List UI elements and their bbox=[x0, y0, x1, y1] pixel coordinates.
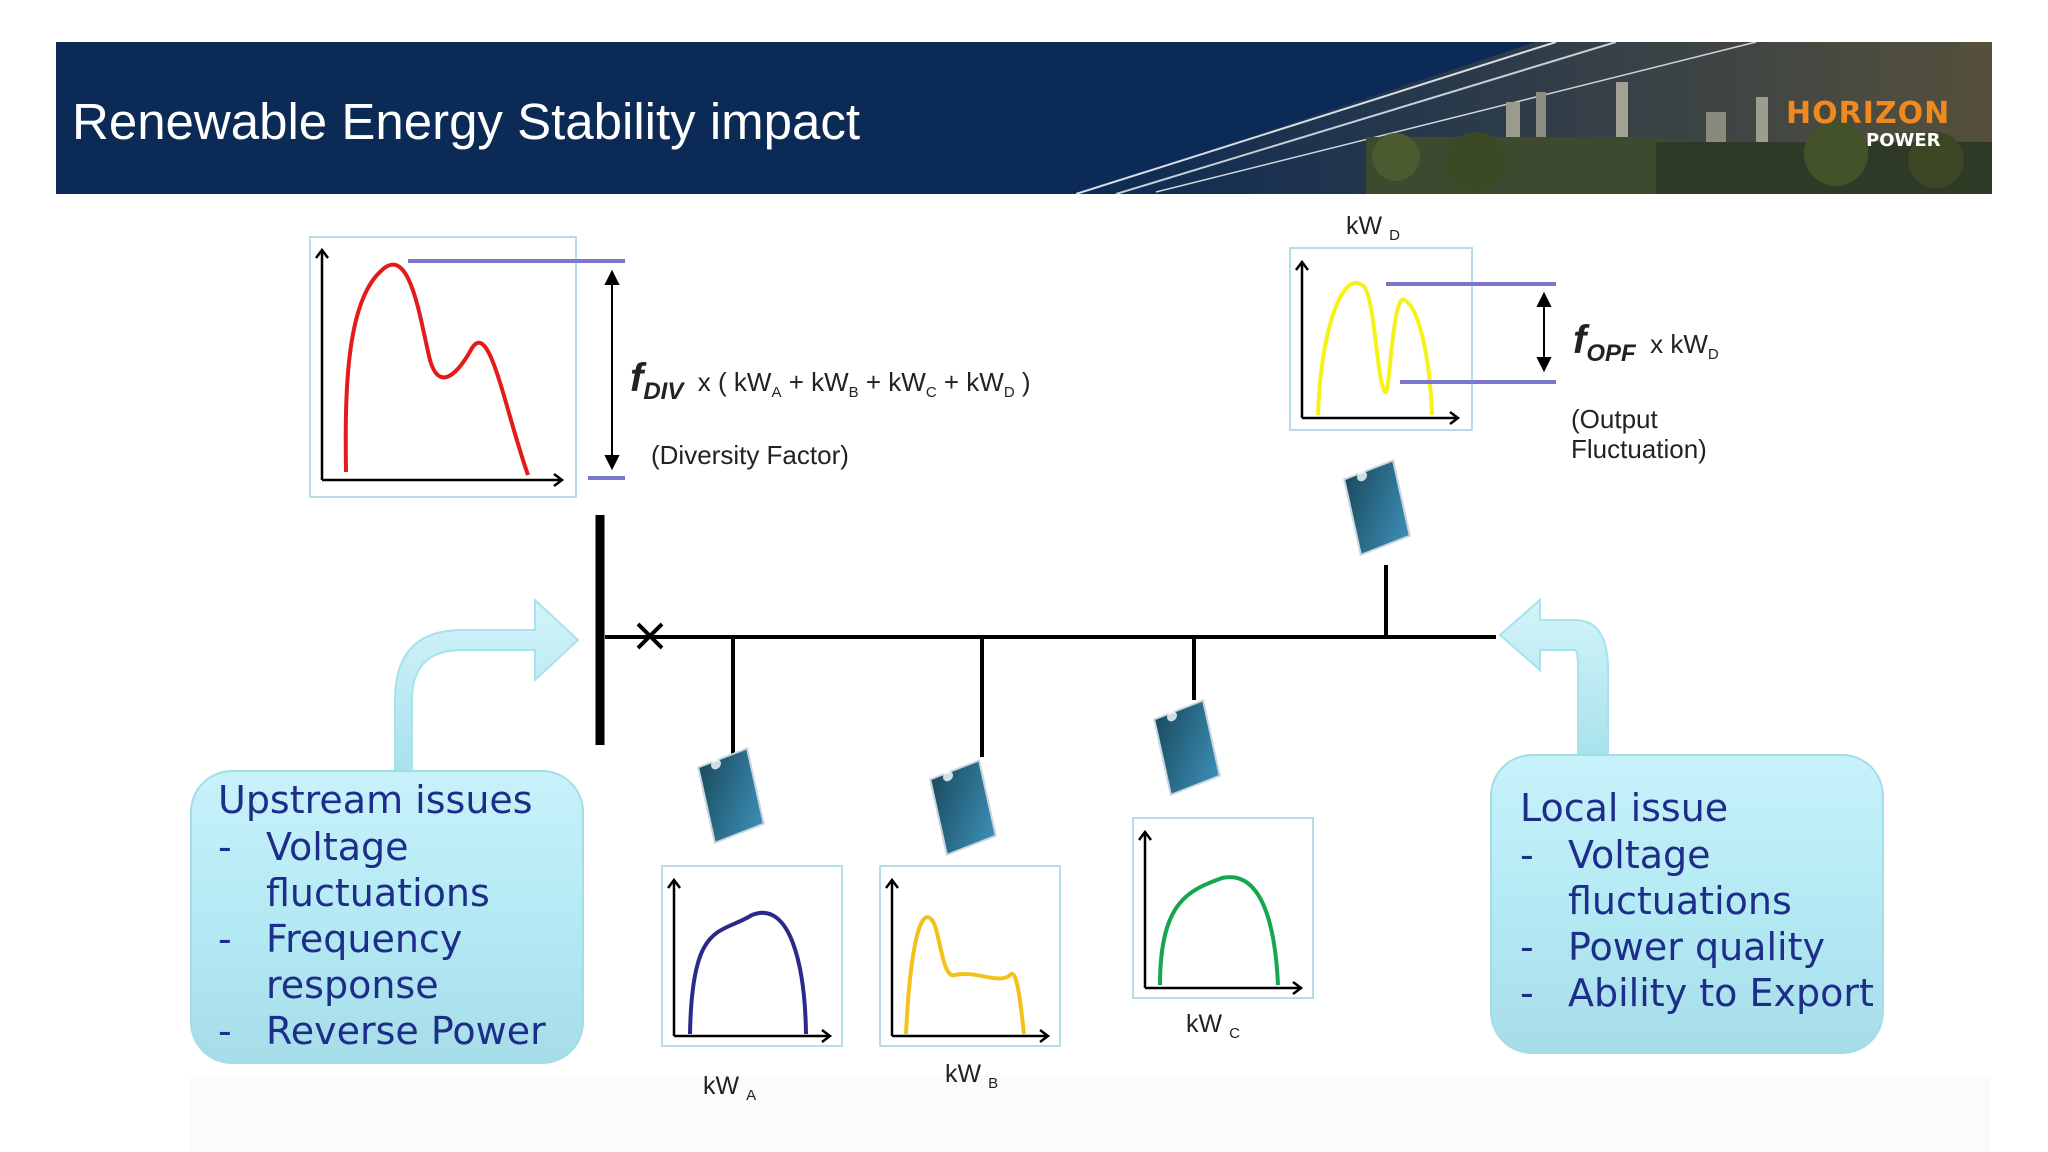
company-logo: HORIZON bbox=[1786, 96, 1951, 131]
upstream-arrow bbox=[394, 597, 580, 771]
profile-chart-c bbox=[1132, 817, 1314, 999]
header-banner bbox=[56, 42, 1992, 194]
kw-b-label: kW B bbox=[945, 1060, 999, 1092]
fdiv-caption: (Diversity Factor) bbox=[651, 440, 849, 470]
profile-chart-b bbox=[879, 865, 1061, 1047]
curve-a bbox=[688, 910, 808, 1035]
local-issue-power-quality: - Power quality bbox=[1520, 925, 1825, 969]
profile-chart-a bbox=[661, 865, 843, 1047]
solar-panel-b-icon bbox=[929, 759, 997, 857]
aggregate-profile-chart bbox=[309, 236, 577, 498]
solar-panel-d-icon bbox=[1343, 459, 1411, 557]
company-logo-subtitle: POWER bbox=[1866, 130, 1941, 151]
kw-c-label: kW C bbox=[1186, 1010, 1240, 1042]
local-issue-title: Local issue bbox=[1520, 786, 1729, 830]
local-issue-voltage: - Voltage fluctuations bbox=[1520, 833, 1792, 923]
local-arrow bbox=[1498, 597, 1609, 756]
upstream-issue-voltage: - Voltage fluctuations bbox=[218, 825, 490, 915]
fdiv-symbol: fDIV bbox=[630, 356, 684, 405]
breaker-x-icon bbox=[636, 622, 664, 650]
upstream-issues-title: Upstream issues bbox=[218, 778, 533, 822]
local-issue-box bbox=[1490, 754, 1884, 1054]
kw-a-label: kW A bbox=[703, 1072, 757, 1104]
solar-panel-c-icon bbox=[1153, 699, 1221, 797]
fopf-formula: fOPF x kWD bbox=[1573, 318, 1719, 368]
fopf-caption-line2: Fluctuation) bbox=[1571, 434, 1707, 464]
fopf-symbol: fOPF bbox=[1573, 318, 1636, 367]
fopf-expression: x kWD bbox=[1650, 329, 1719, 363]
fdiv-expression: x ( kWA + kWB + kWC + kWD ) bbox=[697, 367, 1031, 401]
upstream-issues-box bbox=[190, 770, 584, 1064]
upstream-issue-reverse-power: - Reverse Power bbox=[218, 1009, 546, 1053]
profile-chart-d bbox=[1289, 247, 1473, 431]
banner-photo bbox=[1075, 42, 1992, 194]
upstream-issue-frequency: - Frequency response bbox=[218, 917, 463, 1007]
aggregate-curve bbox=[343, 262, 530, 476]
kw-d-label: kW D bbox=[1346, 212, 1400, 244]
page-title: Renewable Energy Stability impact bbox=[72, 93, 861, 150]
solar-panel-a-icon bbox=[697, 747, 765, 845]
fdiv-range-arrow bbox=[604, 269, 620, 471]
fdiv-formula: fDIV x ( kWA + kWB + kWC + kWD ) bbox=[630, 356, 1031, 406]
fopf-caption-line1: (Output bbox=[1571, 404, 1658, 434]
curve-c bbox=[1158, 875, 1280, 986]
fopf-range-arrow bbox=[1536, 291, 1552, 373]
local-issue-export: - Ability to Export bbox=[1520, 971, 1874, 1015]
curve-d bbox=[1316, 281, 1434, 416]
curve-b bbox=[904, 915, 1026, 1035]
